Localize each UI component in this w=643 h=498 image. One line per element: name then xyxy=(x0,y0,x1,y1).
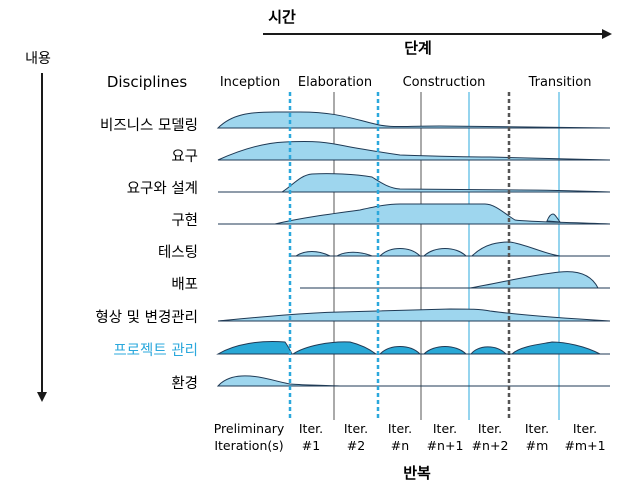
phase-construction: Construction xyxy=(403,75,486,90)
discipline-analysis-design: 요구와 설계 xyxy=(127,180,198,197)
iteration-preliminary-line1: Preliminary xyxy=(214,421,285,436)
phases-heading: 단계 xyxy=(404,39,432,57)
discipline-requirements: 요구 xyxy=(171,149,198,165)
iteration-n-line2: #n xyxy=(391,438,409,453)
iteration-n2-line2: #n+2 xyxy=(472,438,509,453)
discipline-implementation: 구현 xyxy=(171,212,198,229)
discipline-deployment: 배포 xyxy=(171,276,198,293)
iteration-2-line2: #2 xyxy=(347,438,365,453)
discipline-project-management: 프로젝트 관리 xyxy=(113,342,198,359)
iteration-1-line1: Iter. xyxy=(299,421,323,436)
iteration-m-line1: Iter. xyxy=(525,421,549,436)
iteration-n1-line2: #n+1 xyxy=(427,438,464,453)
iteration-n1-line1: Iter. xyxy=(433,421,457,436)
row-business-modeling xyxy=(216,111,611,129)
discipline-business-modeling: 비즈니스 모델링 xyxy=(100,117,198,134)
disciplines-heading: Disciplines xyxy=(107,73,188,91)
phase-elaboration: Elaboration xyxy=(298,75,372,90)
row-analysis-design xyxy=(218,173,611,193)
row-implementation xyxy=(218,203,611,225)
row-testing xyxy=(290,241,610,257)
iteration-preliminary-line2: Iteration(s) xyxy=(214,438,283,453)
phase-inception: Inception xyxy=(220,75,280,90)
row-deployment xyxy=(300,271,610,289)
row-config-change-mgmt xyxy=(217,308,611,322)
iteration-m1-line1: Iter. xyxy=(573,421,597,436)
iteration-1-line2: #1 xyxy=(302,438,320,453)
iteration-m-line2: #m xyxy=(526,438,549,453)
iteration-n-line1: Iter. xyxy=(388,421,412,436)
phase-transition: Transition xyxy=(528,75,592,90)
time-label: 시간 xyxy=(268,8,296,26)
discipline-testing: 테스팅 xyxy=(158,244,198,261)
row-environment xyxy=(216,375,610,387)
content-label: 내용 xyxy=(25,51,51,67)
discipline-config-change-mgmt: 형상 및 변경관리 xyxy=(95,309,198,326)
iteration-2-line1: Iter. xyxy=(344,421,368,436)
row-project-management xyxy=(216,341,610,355)
discipline-environment: 환경 xyxy=(171,375,198,392)
iteration-n2-line1: Iter. xyxy=(478,421,502,436)
row-requirements xyxy=(217,140,611,161)
iteration-m1-line2: #m+1 xyxy=(564,438,605,453)
iterations-heading: 반복 xyxy=(403,464,431,482)
